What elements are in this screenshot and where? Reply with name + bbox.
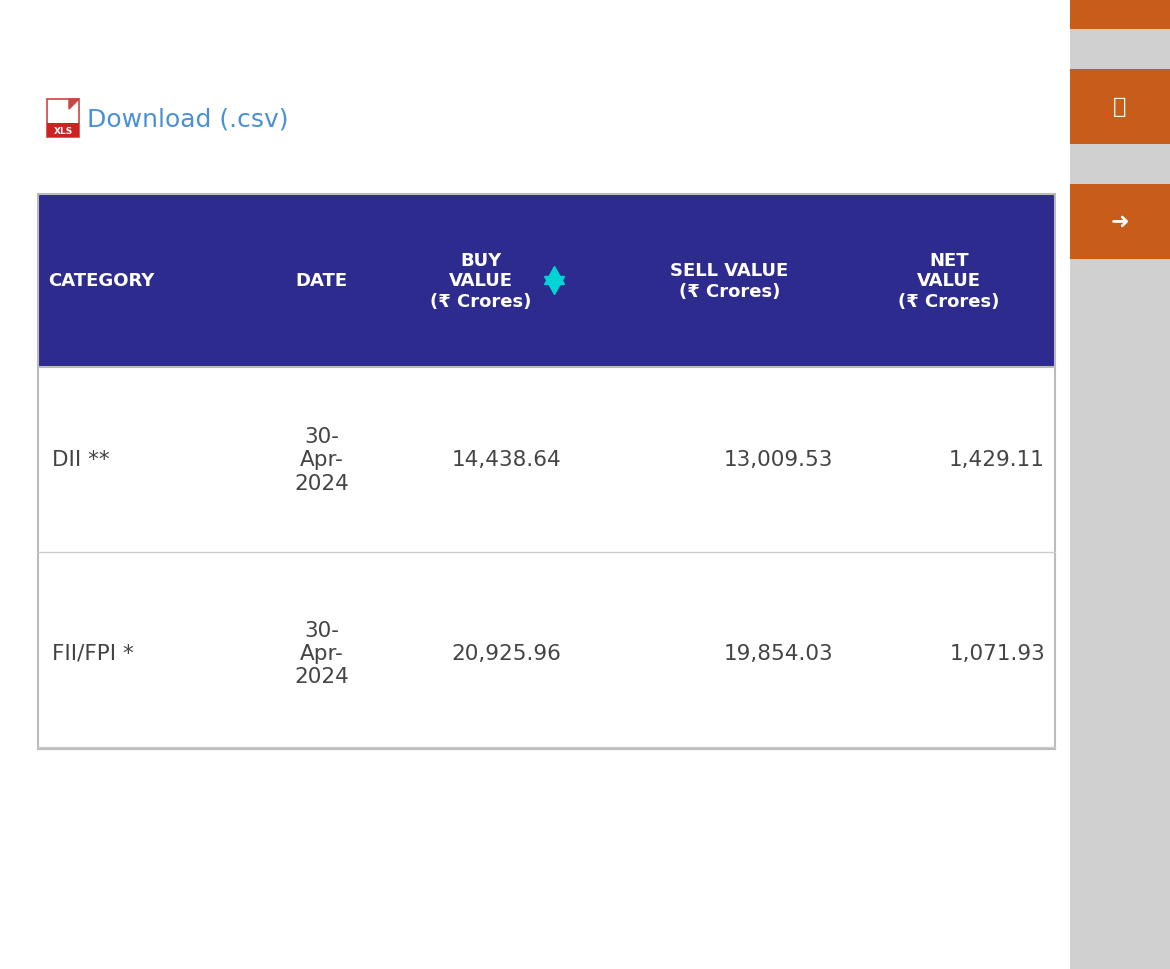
Bar xyxy=(1071,70,1170,144)
Text: 1,429.11: 1,429.11 xyxy=(949,450,1045,470)
Bar xyxy=(37,195,1055,367)
Polygon shape xyxy=(69,100,80,109)
Text: 30-
Apr-
2024: 30- Apr- 2024 xyxy=(294,427,349,493)
Text: ⧉: ⧉ xyxy=(1114,97,1127,117)
Bar xyxy=(37,195,1055,749)
Bar xyxy=(1071,185,1170,260)
Bar xyxy=(37,367,1055,552)
Text: NET
VALUE
(₹ Crores): NET VALUE (₹ Crores) xyxy=(899,251,999,311)
Polygon shape xyxy=(544,267,565,285)
Text: XLS: XLS xyxy=(54,126,73,136)
Bar xyxy=(1071,0,1170,30)
Text: 13,009.53: 13,009.53 xyxy=(724,450,833,470)
Bar xyxy=(47,100,80,138)
Text: Download (.csv): Download (.csv) xyxy=(87,107,289,131)
Text: 19,854.03: 19,854.03 xyxy=(723,643,833,664)
Bar xyxy=(37,559,1055,747)
Text: FII/FPI *: FII/FPI * xyxy=(51,643,133,664)
Text: 20,925.96: 20,925.96 xyxy=(452,643,562,664)
Text: 1,071.93: 1,071.93 xyxy=(949,643,1045,664)
Text: DII **: DII ** xyxy=(51,450,110,470)
Text: SELL VALUE
(₹ Crores): SELL VALUE (₹ Crores) xyxy=(670,262,789,300)
Bar xyxy=(47,124,80,138)
Polygon shape xyxy=(544,277,565,296)
Bar xyxy=(1071,0,1170,969)
Text: CATEGORY: CATEGORY xyxy=(48,272,154,290)
Text: 14,438.64: 14,438.64 xyxy=(452,450,562,470)
Text: DATE: DATE xyxy=(295,272,347,290)
Text: ➜: ➜ xyxy=(1110,212,1129,232)
Text: 30-
Apr-
2024: 30- Apr- 2024 xyxy=(294,620,349,686)
Text: BUY
VALUE
(₹ Crores): BUY VALUE (₹ Crores) xyxy=(431,251,531,311)
